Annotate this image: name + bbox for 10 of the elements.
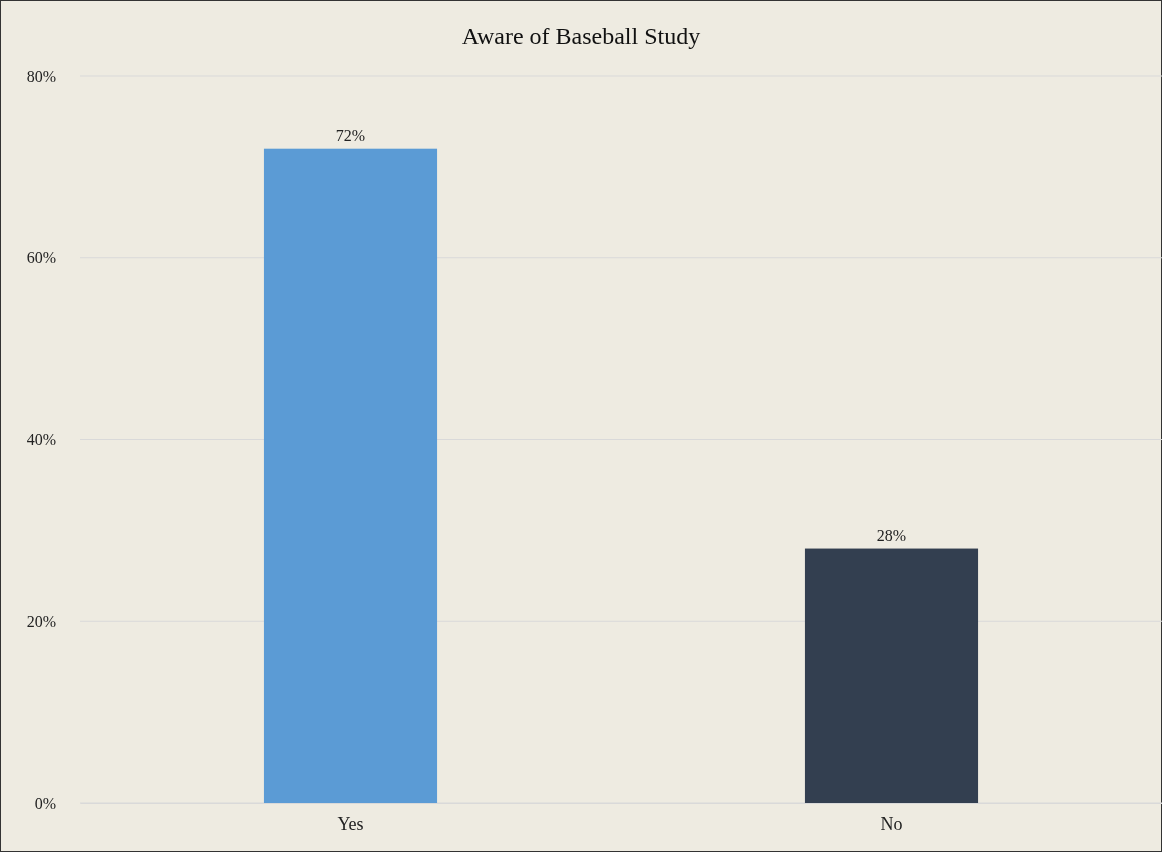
y-tick-label: 40% — [26, 431, 56, 449]
x-tick-label: No — [880, 813, 903, 834]
data-label: 72% — [335, 126, 366, 144]
y-tick-label: 80% — [26, 67, 56, 85]
y-tick-label: 20% — [26, 612, 56, 630]
data-label: 28% — [876, 526, 907, 544]
y-tick-label: 0% — [34, 794, 56, 812]
x-tick-label: Yes — [337, 813, 364, 834]
chart-title: Aware of Baseball Study — [461, 23, 701, 49]
y-tick-label: 60% — [26, 249, 56, 267]
